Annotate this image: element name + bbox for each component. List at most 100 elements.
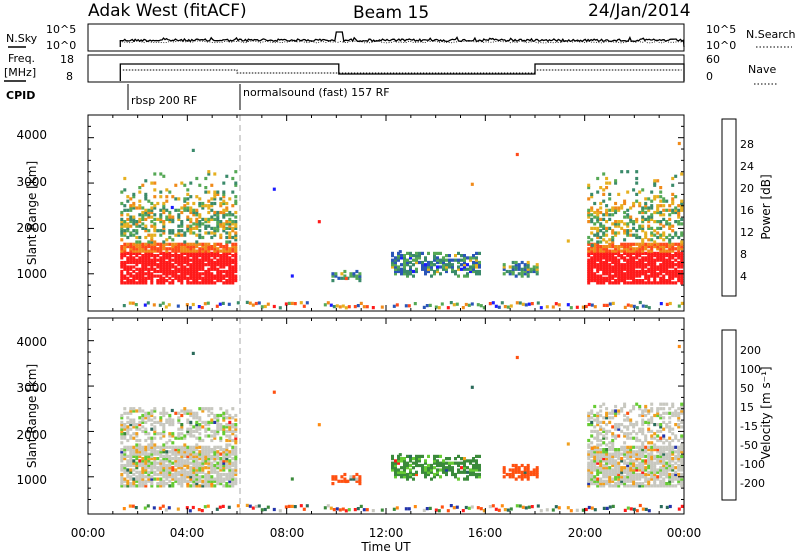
heatmap-cell (195, 208, 199, 212)
heatmap-cell (421, 463, 424, 468)
heatmap-cell (638, 413, 642, 418)
heatmap-cell (463, 461, 466, 465)
heatmap-cell (132, 222, 136, 226)
heatmap-cell (150, 423, 154, 427)
heatmap-cell (144, 416, 148, 420)
heatmap-cell (436, 256, 439, 260)
heatmap-cell (596, 416, 600, 420)
heatmap-cell (671, 199, 675, 203)
heatmap-cell (225, 482, 229, 486)
heatmap-cell (122, 304, 126, 308)
heatmap-cell (523, 263, 527, 267)
heatmap-cell (168, 210, 172, 215)
power-colorbar: 4 8 12 16 20 24 28 Power [dB] (721, 118, 773, 297)
heatmap-cell (207, 210, 211, 215)
heatmap-cell (231, 468, 235, 472)
heatmap-cell (605, 260, 609, 265)
heatmap-cell (665, 279, 669, 283)
heatmap-cell (358, 279, 362, 283)
heatmap-cell (195, 242, 199, 246)
heatmap-cell (165, 466, 169, 470)
heatmap-cell (599, 459, 603, 463)
heatmap-cell (234, 210, 238, 215)
heatmap-cell (677, 407, 681, 411)
heatmap-cell (422, 305, 426, 309)
heatmap-cell (587, 276, 591, 280)
heatmap-cell (340, 479, 344, 483)
noise-panel-frame (87, 23, 685, 52)
heatmap-cell (403, 263, 406, 267)
heatmap-cell (599, 210, 603, 215)
heatmap-cell (192, 269, 196, 274)
heatmap-cell (659, 466, 663, 470)
heatmap-cell (641, 217, 645, 221)
heatmap-cell (222, 281, 226, 285)
heatmap-cell (677, 245, 681, 249)
heatmap-cell (535, 475, 539, 479)
heatmap-cell (132, 452, 136, 456)
heatmap-cell (150, 258, 154, 262)
heatmap-cell (356, 304, 360, 308)
heatmap-cell (120, 256, 124, 260)
heatmap-cell (391, 463, 394, 468)
heatmap-cell (228, 479, 232, 483)
heatmap-cell (362, 305, 366, 309)
heatmap-cell (186, 242, 190, 246)
heatmap-cell (605, 226, 609, 230)
heatmap-cell (147, 472, 151, 477)
heatmap-cell (611, 265, 615, 269)
heatmap-cell (662, 434, 666, 438)
heatmap-cell (129, 233, 133, 237)
heatmap-cell (225, 434, 229, 438)
heatmap-cell (587, 452, 591, 456)
heatmap-cell (201, 457, 205, 461)
heatmap-cell (180, 445, 184, 449)
heatmap-cell (171, 274, 175, 278)
freq-label-line1: Freq. (8, 52, 35, 65)
heatmap-cell (231, 482, 235, 486)
heatmap-cell (620, 457, 624, 461)
heatmap-cell (227, 302, 231, 306)
heatmap-cell (466, 272, 469, 276)
heatmap-cell (457, 260, 460, 265)
heatmap-cell (653, 233, 657, 237)
heatmap-cell (216, 466, 220, 470)
heatmap-cell (632, 267, 636, 271)
heatmap-cell (228, 452, 232, 456)
heatmap-cell (677, 269, 681, 274)
heatmap-cell (156, 263, 160, 267)
heatmap-cell (421, 251, 424, 255)
heatmap-cell (526, 470, 530, 474)
heatmap-cell (632, 256, 636, 260)
heatmap-cell (662, 461, 666, 465)
heatmap-cell (662, 231, 666, 235)
heatmap-cell (590, 251, 594, 255)
heatmap-cell (231, 432, 235, 436)
heatmap-cell (201, 438, 205, 443)
heatmap-cell (617, 267, 621, 271)
heatmap-cell (406, 461, 409, 465)
heatmap-cell (213, 445, 217, 449)
heatmap-cell (201, 407, 205, 411)
heatmap-cell (659, 235, 663, 240)
heatmap-cell (662, 265, 666, 269)
heatmap-cell (129, 272, 133, 276)
heatmap-cell (659, 429, 663, 433)
heatmap-cell (515, 152, 519, 157)
heatmap-cell (195, 468, 199, 472)
heatmap-cell (478, 269, 481, 274)
heatmap-cell (412, 258, 415, 262)
heatmap-cell (614, 452, 618, 456)
heatmap-cell (653, 448, 657, 452)
heatmap-cell (653, 254, 657, 258)
heatmap-cell (626, 484, 630, 488)
heatmap-cell (674, 210, 678, 215)
heatmap-cell (171, 247, 175, 251)
heatmap-cell (123, 231, 127, 235)
heatmap-cell (662, 267, 666, 271)
heatmap-cell (257, 301, 261, 305)
heatmap-cell (602, 226, 606, 230)
heatmap-cell (186, 263, 190, 267)
heatmap-cell (656, 411, 660, 415)
heatmap-cell (427, 472, 430, 477)
